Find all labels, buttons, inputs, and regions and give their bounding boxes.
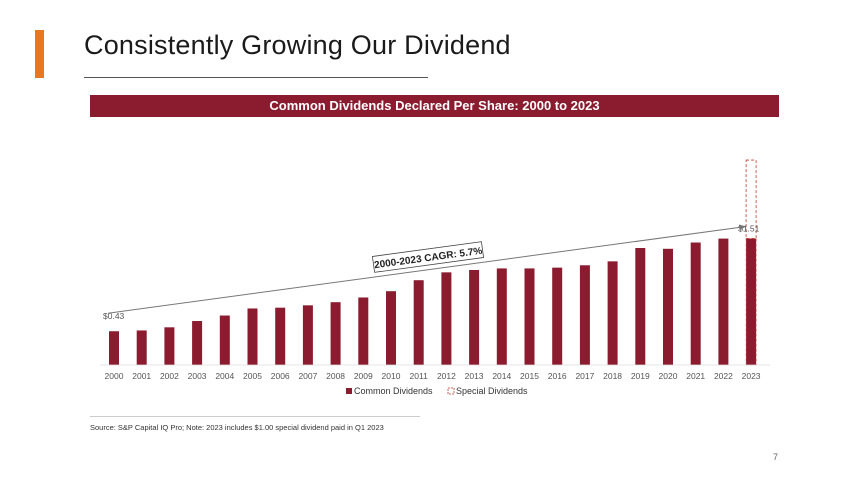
bar-common-2012 (441, 272, 452, 365)
cagr-trend-arrow (107, 224, 747, 314)
bar-common-2000 (109, 331, 119, 365)
legend-group: Common Dividends Special Dividends (346, 386, 528, 396)
bar-common-2018 (607, 261, 618, 365)
bar-common-2010 (386, 291, 396, 365)
source-divider (90, 416, 420, 417)
data-label-start: $0.43 (103, 311, 125, 321)
trend-group: $0.43 $1.51 2000-2023 CAGR: 5.7% (103, 224, 760, 322)
bar-common-2009 (358, 297, 369, 365)
legend-swatch-special (447, 387, 455, 395)
bar-common-2005 (247, 308, 258, 365)
bar-common-2002 (164, 327, 175, 365)
x-tick-2016: 2016 (548, 371, 567, 381)
data-label-end: $1.51 (738, 224, 760, 234)
x-tick-2009: 2009 (354, 371, 373, 381)
cagr-callout-box (371, 241, 485, 273)
bar-common-2016 (552, 267, 563, 365)
x-tick-2015: 2015 (520, 371, 539, 381)
page-title: Consistently Growing Our Dividend (84, 30, 511, 60)
x-tick-2019: 2019 (631, 371, 650, 381)
x-tick-2007: 2007 (298, 371, 317, 381)
bar-common-2001 (136, 330, 147, 365)
bar-common-2023 (746, 238, 757, 365)
bar-common-2008 (330, 302, 341, 365)
x-tick-2003: 2003 (188, 371, 207, 381)
legend-label-special: Special Dividends (456, 386, 528, 396)
bar-common-2013 (469, 269, 480, 365)
accent-bar (35, 30, 44, 78)
bar-common-2019 (635, 248, 646, 365)
x-tick-2013: 2013 (465, 371, 484, 381)
tick-label-group: 2000 2001 2002 2003 2004 2005 2006 2007 2008 2009… (100, 364, 770, 381)
legend-swatch-common (346, 388, 352, 394)
chart-title-banner: Common Dividends Declared Per Share: 200… (90, 95, 779, 117)
x-tick-2008: 2008 (326, 371, 345, 381)
bar-common-2014 (496, 268, 507, 365)
x-tick-2001: 2001 (132, 371, 151, 381)
legend-label-common: Common Dividends (354, 386, 433, 396)
x-tick-2023: 2023 (742, 371, 761, 381)
bar-common-2017 (579, 265, 590, 365)
x-tick-2022: 2022 (714, 371, 733, 381)
bar-common-2006 (275, 307, 286, 365)
bar-common-2007 (302, 305, 313, 365)
x-tick-2017: 2017 (575, 371, 594, 381)
x-tick-2000: 2000 (105, 371, 124, 381)
bar-common-2021 (690, 242, 701, 365)
x-tick-2021: 2021 (686, 371, 705, 381)
page-number: 7 (772, 452, 778, 462)
x-tick-2005: 2005 (243, 371, 262, 381)
bar-common-2011 (413, 280, 424, 365)
bar-special-2023 (745, 159, 757, 239)
bar-common-2003 (192, 321, 203, 365)
bar-common-2020 (663, 248, 673, 365)
x-tick-2004: 2004 (215, 371, 234, 381)
title-divider (84, 77, 428, 78)
bar-group (109, 238, 757, 365)
x-tick-2018: 2018 (603, 371, 622, 381)
x-tick-2014: 2014 (492, 371, 511, 381)
x-tick-2010: 2010 (382, 371, 401, 381)
source-note: Source: S&P Capital IQ Pro; Note: 2023 i… (90, 423, 384, 432)
x-tick-2011: 2011 (410, 371, 429, 381)
bar-common-2015 (524, 268, 535, 365)
x-tick-2020: 2020 (659, 371, 678, 381)
x-tick-2012: 2012 (437, 371, 456, 381)
bar-common-2022 (718, 238, 729, 365)
x-tick-2006: 2006 (271, 371, 290, 381)
bar-common-2004 (219, 315, 230, 365)
x-tick-2002: 2002 (160, 371, 179, 381)
cagr-callout: 2000-2023 CAGR: 5.7% (371, 241, 485, 273)
